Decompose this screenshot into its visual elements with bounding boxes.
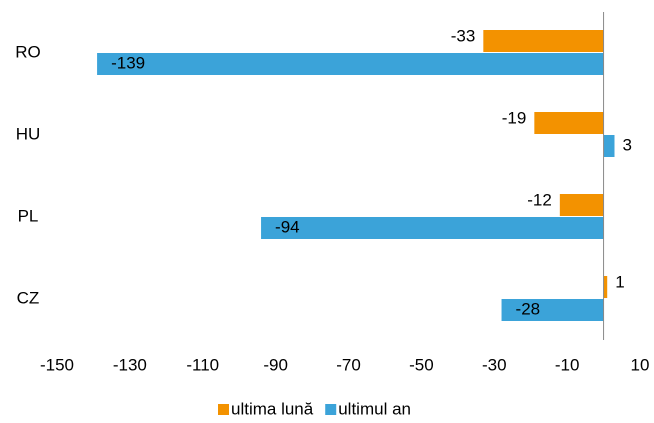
bar — [261, 217, 604, 239]
x-tick-label: -70 — [336, 355, 361, 374]
y-tick-label: HU — [16, 124, 41, 143]
x-tick-label: -50 — [409, 355, 434, 374]
data-label: -19 — [502, 108, 527, 127]
legend-label: ultimul an — [338, 399, 411, 418]
bar — [603, 135, 615, 157]
bar — [603, 276, 608, 298]
x-tick-label: -10 — [555, 355, 580, 374]
data-label: -94 — [275, 217, 300, 236]
bar — [97, 53, 604, 75]
x-tick-label: -30 — [482, 355, 507, 374]
x-tick-label: -130 — [113, 355, 147, 374]
y-tick-label: CZ — [17, 288, 40, 307]
legend-swatch — [325, 404, 337, 415]
data-label: -139 — [111, 53, 145, 72]
x-tick-label: -90 — [263, 355, 288, 374]
data-label: -12 — [527, 190, 552, 209]
x-tick-label: -150 — [40, 355, 74, 374]
data-label: -33 — [451, 26, 476, 45]
legend-swatch — [218, 404, 229, 415]
x-tick-label: 10 — [631, 355, 650, 374]
bar — [534, 112, 604, 134]
bar — [559, 194, 604, 216]
y-tick-label: PL — [18, 206, 39, 225]
bar — [483, 30, 604, 52]
data-label: 3 — [622, 135, 631, 154]
y-tick-label: RO — [15, 42, 41, 61]
data-label: 1 — [615, 272, 624, 291]
data-label: -28 — [516, 299, 541, 318]
legend-label: ultima lună — [231, 399, 314, 418]
bar — [501, 299, 604, 321]
x-tick-label: -110 — [186, 355, 219, 374]
